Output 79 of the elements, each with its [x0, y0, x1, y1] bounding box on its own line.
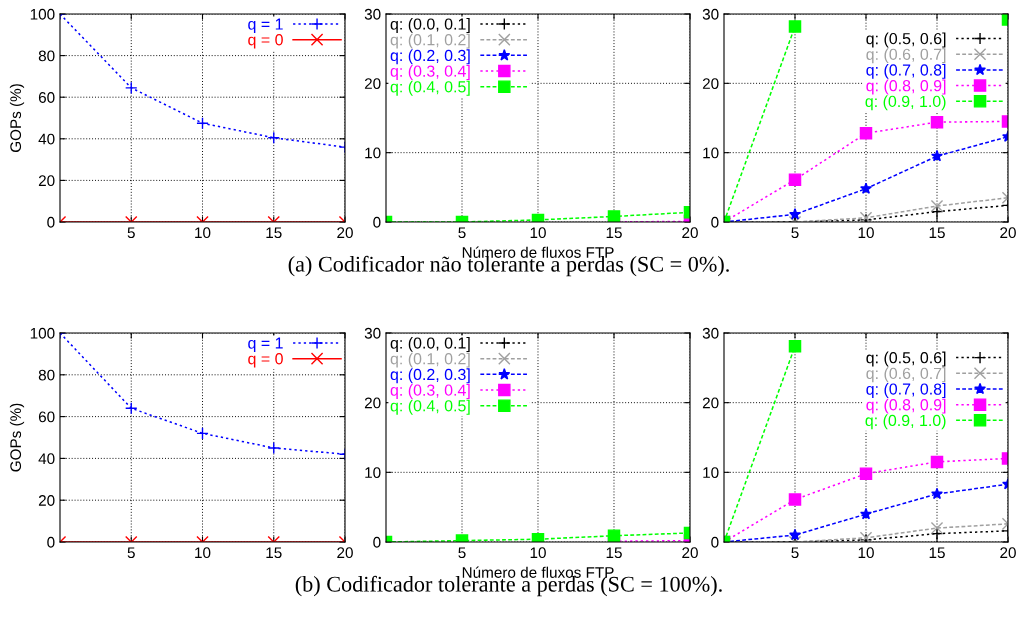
y-tick-label: 100	[30, 327, 55, 339]
y-tick-label: 30	[364, 327, 381, 339]
y-tick-label: 0	[47, 536, 55, 548]
x-tick-label: 5	[458, 227, 466, 239]
legend-label: q = 1	[248, 18, 283, 33]
x-tick-label: 15	[606, 547, 622, 559]
legend-label: q: (0.4, 0.5]	[390, 399, 470, 415]
legend-label: q: (0.7, 0.8]	[866, 383, 946, 398]
legend-label: q: (0.3, 0.4]	[390, 384, 470, 399]
y-tick-label: 10	[365, 467, 381, 479]
y-axis-title: GOPs (%)	[9, 84, 25, 153]
x-tick-label: 20	[337, 227, 353, 239]
legend-label: q: (0.6, 0.7]	[866, 367, 946, 383]
x-tick-label: 15	[929, 227, 945, 239]
y-tick-label: 80	[38, 50, 55, 62]
y-tick-label: 30	[702, 8, 719, 20]
x-tick-label: 10	[530, 547, 546, 559]
x-tick-label: 10	[195, 547, 211, 559]
y-tick-label: 100	[30, 8, 55, 20]
y-tick-label: 60	[38, 92, 55, 103]
x-tick-label: 20	[682, 227, 698, 239]
y-tick-label: 0	[373, 216, 381, 228]
legend-label: q: (0.2, 0.3]	[390, 49, 470, 65]
legend-label: q = 0	[248, 34, 283, 49]
legend-label: q: (0.2, 0.3]	[390, 368, 470, 384]
x-tick-label: 10	[858, 547, 874, 559]
legend-label: q = 0	[248, 353, 283, 368]
x-tick-label: 10	[195, 227, 211, 239]
y-tick-label: 0	[711, 536, 719, 548]
x-tick-label: 20	[682, 547, 698, 559]
x-axis-title: Número de fluxos FTP	[462, 246, 614, 258]
x-tick-label: 15	[929, 547, 945, 559]
y-tick-label: 0	[373, 536, 381, 548]
x-tick-label: 15	[266, 547, 282, 559]
legend-label: q: (0.8, 0.9]	[866, 79, 946, 95]
y-tick-label: 30	[364, 8, 381, 20]
legend-label: q: (0.6, 0.7]	[866, 48, 946, 64]
legend-label: q: (0.0, 0.1]	[390, 17, 470, 33]
x-tick-label: 15	[606, 227, 622, 239]
y-tick-label: 80	[38, 369, 55, 381]
legend-label: q = 1	[248, 337, 283, 352]
legend-label: q: (0.9, 1.0)	[865, 414, 946, 430]
legend-label: q: (0.9, 1.0)	[865, 95, 946, 111]
y-tick-label: 20	[38, 495, 55, 506]
x-tick-label: 10	[858, 227, 874, 239]
legend-label: q: (0.5, 0.6]	[866, 32, 946, 48]
x-tick-label: 5	[127, 547, 135, 559]
y-tick-label: 20	[702, 397, 719, 409]
x-tick-label: 5	[791, 227, 799, 239]
legend-label: q: (0.3, 0.4]	[390, 65, 470, 80]
legend-label: q: (0.0, 0.1]	[390, 336, 470, 352]
y-tick-label: 30	[702, 327, 719, 339]
x-tick-label: 20	[337, 547, 353, 559]
y-tick-label: 20	[364, 397, 381, 409]
y-tick-label: 0	[711, 216, 719, 228]
legend-label: q: (0.7, 0.8]	[866, 63, 946, 79]
y-tick-label: 10	[703, 467, 719, 479]
x-tick-label: 20	[1000, 547, 1016, 559]
x-tick-label: 5	[791, 547, 799, 559]
y-tick-label: 20	[38, 175, 55, 187]
legend-label: q: (0.1, 0.2]	[390, 33, 470, 49]
y-tick-label: 10	[365, 147, 381, 159]
y-axis-title: GOPs (%)	[9, 403, 25, 472]
x-tick-label: 5	[458, 547, 466, 559]
legend-label: q: (0.8, 0.9]	[866, 398, 946, 414]
x-tick-label: 10	[530, 227, 546, 239]
x-tick-label: 15	[266, 227, 282, 239]
y-tick-label: 40	[38, 453, 55, 465]
y-tick-label: 10	[703, 147, 719, 159]
legend-label: q: (0.5, 0.6]	[866, 351, 946, 367]
y-tick-label: 20	[702, 78, 719, 90]
x-tick-label: 20	[1000, 227, 1016, 239]
y-tick-label: 40	[38, 133, 55, 145]
x-tick-label: 5	[127, 227, 135, 239]
legend-label: q: (0.1, 0.2]	[390, 352, 470, 368]
y-tick-label: 0	[47, 216, 55, 228]
legend-label: q: (0.4, 0.5]	[390, 80, 470, 96]
y-tick-label: 60	[38, 411, 55, 423]
y-tick-label: 20	[364, 78, 381, 90]
